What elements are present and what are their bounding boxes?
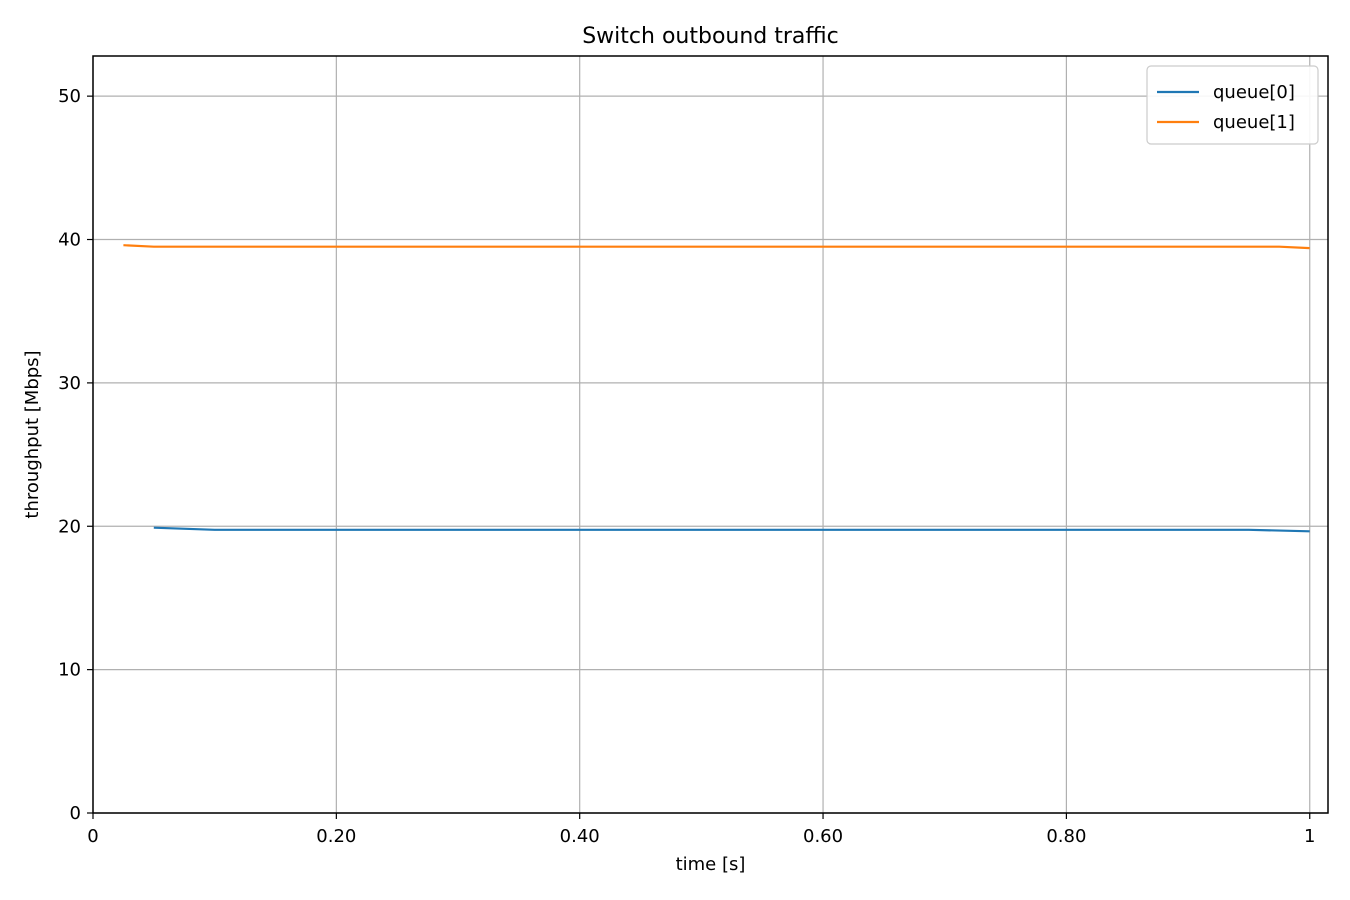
- plot-frame: [92, 55, 1329, 814]
- series-line-0: [153, 526, 1310, 533]
- x-axis: 0 0.20 0.40 0.60 0.80 1: [87, 813, 1315, 847]
- legend-label: queue[0]: [1213, 82, 1295, 103]
- y-tick-label: 30: [58, 373, 81, 394]
- y-axis: 0 10 20 30 40 50: [58, 86, 93, 824]
- x-tick-label: 0.40: [560, 826, 600, 847]
- x-tick-label: 0.20: [316, 826, 356, 847]
- chart-title: Switch outbound traffic: [582, 24, 839, 49]
- legend-box: [1146, 65, 1319, 145]
- y-tick-label: 50: [58, 86, 81, 107]
- series-lines: [123, 244, 1310, 533]
- series-line-1: [123, 244, 1310, 250]
- legend: queue[0] queue[1]: [1146, 65, 1319, 145]
- y-tick-label: 40: [58, 230, 81, 251]
- y-tick-label: 20: [58, 516, 81, 537]
- y-tick-label: 10: [58, 660, 81, 681]
- legend-label: queue[1]: [1213, 112, 1295, 133]
- y-tick-label: 0: [70, 803, 81, 824]
- x-tick-label: 0.80: [1046, 826, 1086, 847]
- x-tick-label: 1: [1304, 826, 1315, 847]
- x-axis-title: time [s]: [676, 854, 746, 875]
- x-tick-label: 0: [87, 826, 98, 847]
- x-tick-label: 0.60: [803, 826, 843, 847]
- y-axis-title: throughput [Mbps]: [22, 350, 43, 518]
